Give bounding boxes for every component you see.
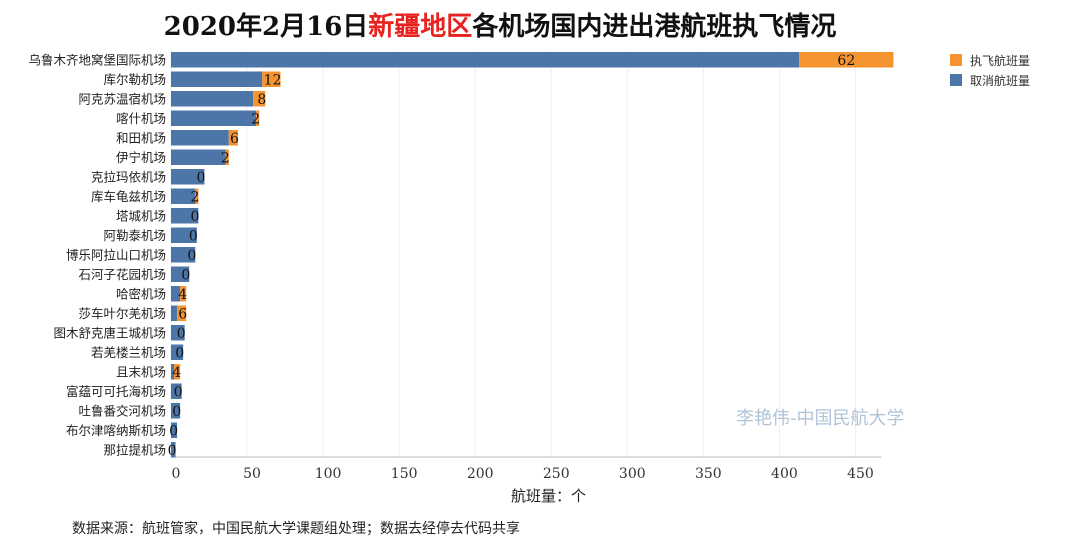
title-highlight: 新疆地区	[368, 12, 473, 42]
bar-flown	[228, 130, 238, 146]
data-label-flown: 2	[251, 111, 260, 127]
bar-cancelled	[171, 130, 229, 146]
data-label-flown: 0	[169, 423, 178, 439]
bar-cancelled	[171, 344, 184, 360]
bar-cancelled	[171, 227, 197, 243]
bar-cancelled	[171, 52, 800, 68]
x-tick-label: 450	[847, 466, 874, 482]
legend-label-flown: 执飞航班量	[970, 53, 1031, 68]
bar-cancelled	[171, 305, 178, 321]
category-label: 石河子花园机场	[78, 267, 166, 282]
data-label-flown: 2	[190, 189, 199, 205]
bar-cancelled	[171, 91, 254, 107]
x-tick-label: 300	[619, 466, 646, 482]
category-label: 哈密机场	[116, 286, 166, 301]
category-label: 阿克苏温宿机场	[78, 91, 166, 106]
x-tick-label: 200	[467, 466, 494, 482]
category-label: 莎车叶尔羌机场	[78, 306, 166, 321]
bar-flown	[225, 149, 229, 165]
data-label-flown: 8	[257, 92, 266, 108]
legend-swatch-cancelled	[950, 74, 962, 86]
title-suffix: 各机场国内进出港航班执飞情况	[472, 12, 837, 42]
category-label: 若羌楼兰机场	[91, 345, 166, 360]
title-prefix: 2020年2月16日	[163, 12, 369, 42]
bar-cancelled	[171, 247, 196, 263]
bar-cancelled	[171, 403, 181, 419]
x-tick-label: 400	[771, 466, 798, 482]
bar-flown	[256, 110, 260, 126]
legend-item-cancelled: 取消航班量	[950, 70, 1030, 90]
category-label: 和田机场	[116, 130, 166, 145]
data-label-flown: 4	[178, 287, 187, 303]
data-label-flown: 62	[837, 53, 855, 69]
category-label: 乌鲁木齐地窝堡国际机场	[28, 52, 166, 67]
category-label: 库车龟兹机场	[91, 189, 166, 204]
category-label: 且末机场	[116, 364, 166, 379]
category-label: 吐鲁番交河机场	[78, 403, 166, 418]
legend: 执飞航班量 取消航班量	[950, 50, 1030, 90]
x-tick-label: 50	[243, 466, 261, 482]
category-label: 那拉提机场	[103, 442, 166, 457]
bar-flown	[799, 52, 894, 68]
data-label-flown: 0	[197, 170, 206, 186]
category-label: 富蕴可可托海机场	[66, 384, 166, 399]
data-label-flown: 0	[190, 209, 199, 225]
category-label: 博乐阿拉山口机场	[66, 247, 166, 262]
data-label-flown: 4	[172, 365, 181, 381]
chart-title: 2020年2月16日新疆地区各机场国内进出港航班执飞情况	[0, 6, 1000, 43]
category-label: 库尔勒机场	[103, 72, 166, 87]
bar-cancelled	[171, 383, 182, 399]
data-label-flown: 0	[175, 345, 184, 361]
legend-item-flown: 执飞航班量	[950, 50, 1030, 70]
category-label: 喀什机场	[116, 111, 166, 126]
data-label-flown: 0	[189, 228, 198, 244]
category-label: 阿勒泰机场	[103, 228, 166, 243]
x-tick-label: 250	[543, 466, 570, 482]
data-label-flown: 6	[178, 306, 187, 322]
category-label: 塔城机场	[116, 208, 166, 223]
x-tick-label: 150	[391, 466, 418, 482]
source-note: 数据来源：航班管家，中国民航大学课题组处理；数据去经停去代码共享	[72, 521, 520, 537]
bar-flown	[253, 91, 266, 107]
bar-cancelled	[171, 169, 205, 185]
category-label: 布尔津喀纳斯机场	[66, 423, 166, 438]
bar-flown	[262, 71, 281, 87]
bar-cancelled	[171, 286, 181, 302]
bar-cancelled	[171, 266, 190, 282]
data-label-flown: 2	[221, 150, 230, 166]
legend-label-cancelled: 取消航班量	[970, 73, 1031, 88]
x-tick-label: 350	[695, 466, 722, 482]
category-label: 克拉玛依机场	[91, 169, 166, 184]
bar-cancelled	[171, 71, 263, 87]
data-label-flown: 0	[174, 384, 183, 400]
bar-flown	[177, 305, 187, 321]
bar-flown	[174, 364, 181, 380]
data-label-flown: 6	[230, 131, 239, 147]
bar-cancelled	[171, 422, 178, 438]
bar-cancelled	[171, 188, 196, 204]
legend-swatch-flown	[950, 54, 962, 66]
bar-flown	[180, 286, 187, 302]
bar-flown	[195, 188, 199, 204]
data-label-flown: 0	[168, 443, 177, 459]
category-label: 伊宁机场	[116, 150, 166, 165]
bar-cancelled	[171, 325, 185, 341]
data-label-flown: 0	[172, 404, 181, 420]
category-label: 图木舒克唐王城机场	[53, 325, 166, 340]
watermark: 李艳伟-中国民航大学	[736, 408, 905, 429]
x-axis-label: 航班量：个	[511, 487, 587, 505]
x-tick-label: 100	[315, 466, 342, 482]
data-label-flown: 0	[177, 326, 186, 342]
bar-cancelled	[171, 364, 175, 380]
data-label-flown: 0	[181, 267, 190, 283]
bar-cancelled	[171, 442, 176, 458]
bar-cancelled	[171, 208, 199, 224]
data-label-flown: 12	[264, 72, 282, 88]
data-label-flown: 0	[187, 248, 196, 264]
x-tick-label: 0	[172, 466, 181, 482]
bar-cancelled	[171, 110, 257, 126]
bar-cancelled	[171, 149, 226, 165]
